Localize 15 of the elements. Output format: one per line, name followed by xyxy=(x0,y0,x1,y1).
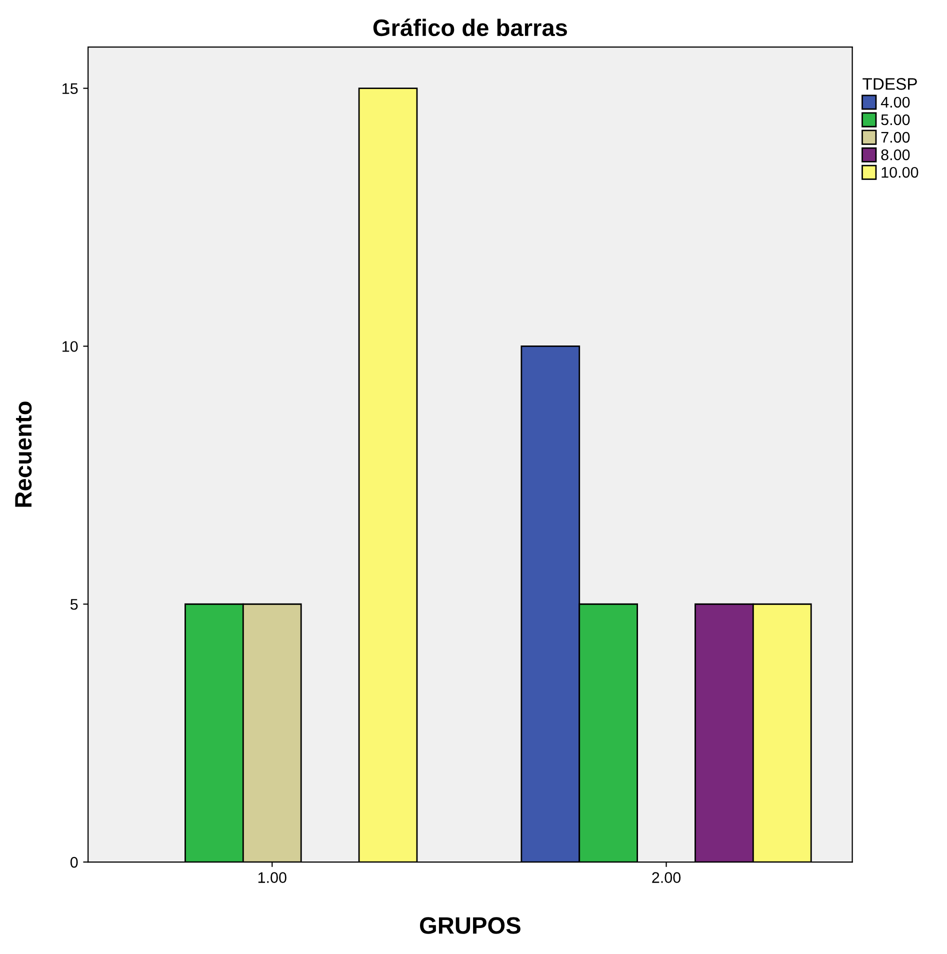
y-axis-title: Recuento xyxy=(15,402,32,507)
legend-label: 8.00 xyxy=(881,149,910,160)
x-tick-label: 1.00 xyxy=(258,872,286,883)
x-axis-title: GRUPOS xyxy=(420,917,520,934)
y-tick-label: 5 xyxy=(70,599,78,610)
legend-label: 10.00 xyxy=(882,166,918,178)
legend-label: 4.00 xyxy=(880,96,910,108)
legend-title: TDESP xyxy=(862,78,917,90)
y-tick-label: 10 xyxy=(62,341,78,352)
chart-title: Gráfico de barras xyxy=(373,18,567,36)
x-tick-label: 2.00 xyxy=(652,872,681,883)
legend-label: 5.00 xyxy=(881,114,910,126)
y-tick-label: 0 xyxy=(70,856,78,868)
y-tick-label: 15 xyxy=(62,83,78,94)
legend-label: 7.00 xyxy=(881,132,910,143)
